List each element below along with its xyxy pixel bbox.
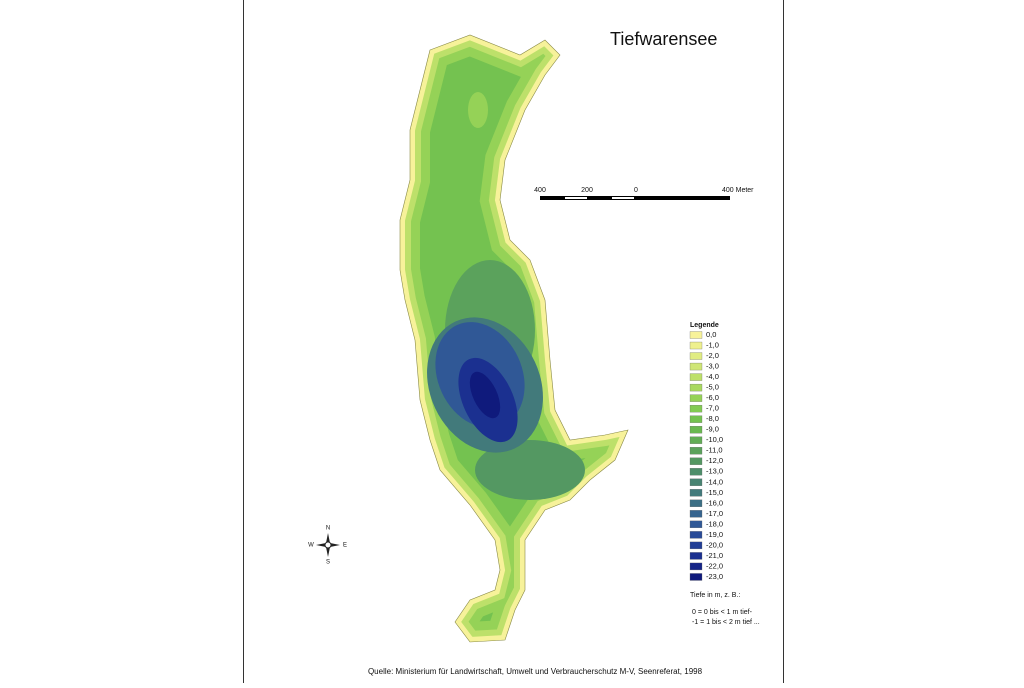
compass-s: S: [326, 560, 330, 566]
legend-label: -4,0: [706, 372, 719, 381]
legend-note: 0 = 0 bis < 1 m tief-: [692, 609, 753, 616]
legend-swatch: [689, 531, 703, 539]
legend-label: -8,0: [706, 414, 719, 423]
legend-swatch: [689, 552, 703, 560]
legend-label: -18,0: [706, 519, 723, 528]
legend-note: Tiefe in m, z. B.:: [690, 592, 740, 599]
legend-label: -15,0: [706, 488, 723, 497]
legend-label: -23,0: [706, 572, 723, 581]
legend-swatch: [689, 352, 703, 360]
legend-label: -7,0: [706, 404, 719, 413]
legend-swatch: [689, 436, 703, 444]
legend-label: -17,0: [706, 509, 723, 518]
legend-swatch: [689, 341, 703, 350]
legend-label: -16,0: [706, 498, 723, 507]
legend-swatch: [689, 489, 703, 497]
map-title: Tiefwarensee: [610, 29, 717, 49]
compass: N E S W: [308, 526, 347, 566]
shoal: [468, 92, 488, 128]
legend-swatch: [689, 415, 703, 423]
legend-label: -13,0: [706, 467, 723, 476]
legend-swatch: [689, 499, 703, 507]
scale-label: 400 Meter: [722, 187, 754, 194]
legend-note: -1 = 1 bis < 2 m tief ...: [692, 619, 760, 626]
legend-title: Legende: [690, 322, 719, 329]
legend-swatch: [689, 468, 703, 476]
legend-swatch: [689, 541, 703, 550]
legend-label: 0,0: [706, 330, 716, 339]
legend-label: -3,0: [706, 362, 719, 371]
legend-label: -14,0: [706, 477, 723, 486]
scale-label: 200: [581, 187, 593, 194]
scale-segment: [540, 196, 730, 200]
depth-zone: [469, 371, 501, 419]
scale-bar: [540, 196, 730, 200]
lake: [400, 35, 628, 642]
legend-label: -20,0: [706, 540, 723, 549]
compass-n: N: [326, 526, 330, 532]
scale-segment: [565, 197, 587, 199]
legend-label: -9,0: [706, 425, 719, 434]
compass-e: E: [343, 543, 347, 549]
legend-swatch: [689, 394, 703, 402]
scale-label: 0: [634, 187, 638, 194]
depth-zone: [475, 440, 585, 500]
legend-swatch: [689, 373, 703, 381]
compass-w: W: [308, 543, 314, 549]
legend-swatch: [689, 404, 703, 413]
legend-label: -2,0: [706, 351, 719, 360]
legend-label: -1,0: [706, 341, 719, 350]
scale-segment: [612, 197, 634, 199]
legend-label: -12,0: [706, 456, 723, 465]
source: Quelle: Ministerium für Landwirtschaft, …: [368, 667, 703, 676]
legend-label: -21,0: [706, 551, 723, 560]
legend-label: -11,0: [706, 446, 723, 455]
legend-swatch: [689, 562, 703, 571]
legend-label: -6,0: [706, 393, 719, 402]
legend-swatch: [689, 510, 703, 518]
legend-label: -22,0: [706, 561, 723, 570]
legend-swatch: [689, 573, 703, 581]
legend-label: -19,0: [706, 530, 723, 539]
legend-label: -5,0: [706, 383, 719, 392]
legend-swatch: [689, 447, 703, 455]
legend-swatch: [689, 362, 703, 371]
compass-center: [324, 541, 332, 549]
legend-swatch: [689, 426, 703, 434]
legend-swatch: [689, 478, 703, 486]
legend-swatch: [689, 383, 703, 392]
legend-label: -10,0: [706, 435, 723, 444]
legend-swatch: [689, 331, 703, 339]
legend-swatch: [689, 457, 703, 465]
legend-swatch: [689, 520, 703, 529]
scale-label: 400: [534, 187, 546, 194]
